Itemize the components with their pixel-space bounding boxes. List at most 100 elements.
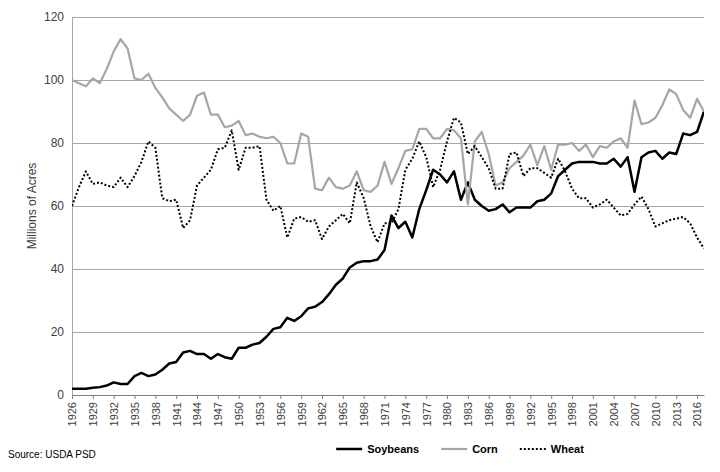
x-tick-mark — [322, 395, 323, 399]
x-tick: 1974 — [400, 395, 412, 426]
x-tick: 1932 — [108, 395, 120, 426]
chart-svg: 0204060801001201926192919321935193819411… — [0, 0, 720, 472]
source-note: Source: USDA PSD — [8, 449, 96, 460]
legend-label: Soybeans — [367, 443, 419, 455]
x-tick-label: 1941 — [171, 402, 183, 426]
x-tick-label: 2013 — [671, 402, 683, 426]
x-tick-mark — [364, 395, 365, 399]
x-tick: 2016 — [691, 395, 703, 426]
x-tick-label: 1959 — [296, 402, 308, 426]
legend-label: Wheat — [551, 443, 584, 455]
x-tick: 1989 — [504, 395, 516, 426]
x-tick-mark — [614, 395, 615, 399]
x-tick: 1986 — [483, 395, 495, 426]
x-tick-label: 1980 — [441, 402, 453, 426]
y-tick-label: 120 — [44, 10, 64, 24]
y-tick-label: 60 — [51, 199, 65, 213]
x-tick: 2004 — [608, 395, 620, 426]
y-tick-label: 40 — [51, 262, 65, 276]
x-tick: 1977 — [421, 395, 433, 426]
x-tick-mark — [510, 395, 511, 399]
x-tick: 1956 — [275, 395, 287, 426]
y-tick-label: 80 — [51, 136, 65, 150]
x-tick-mark — [343, 395, 344, 399]
x-tick-label: 1932 — [108, 402, 120, 426]
series-line — [72, 39, 704, 204]
y-tick-label: 20 — [51, 325, 65, 339]
x-tick-label: 1953 — [254, 402, 266, 426]
x-tick-mark — [655, 395, 656, 399]
x-tick-label: 1950 — [233, 402, 245, 426]
legend-item: Soybeans — [336, 443, 419, 455]
grid-line — [72, 17, 704, 18]
series-line — [72, 118, 704, 249]
x-tick: 1950 — [233, 395, 245, 426]
x-tick-label: 1998 — [566, 402, 578, 426]
x-tick-mark — [135, 395, 136, 399]
x-tick-label: 2007 — [629, 402, 641, 426]
x-tick-mark — [405, 395, 406, 399]
x-tick-mark — [447, 395, 448, 399]
x-tick: 2010 — [650, 395, 662, 426]
grid-line — [72, 206, 704, 207]
x-tick-label: 1968 — [358, 402, 370, 426]
x-tick-label: 1929 — [87, 402, 99, 426]
legend-swatch — [336, 448, 362, 451]
x-tick-mark — [635, 395, 636, 399]
x-tick: 1992 — [525, 395, 537, 426]
x-tick-mark — [530, 395, 531, 399]
x-tick-mark — [93, 395, 94, 399]
x-tick-mark — [197, 395, 198, 399]
grid-line — [72, 332, 704, 333]
series-line — [72, 112, 704, 389]
x-tick: 1935 — [129, 395, 141, 426]
legend-item: Corn — [441, 443, 498, 455]
x-tick-mark — [239, 395, 240, 399]
x-tick-label: 1962 — [316, 402, 328, 426]
y-tick: 100 — [44, 73, 72, 87]
y-tick: 60 — [51, 199, 72, 213]
x-tick-mark — [114, 395, 115, 399]
x-tick-mark — [572, 395, 573, 399]
x-tick-mark — [489, 395, 490, 399]
x-tick-mark — [280, 395, 281, 399]
x-tick: 1941 — [171, 395, 183, 426]
y-axis: 020406080100120 — [44, 10, 73, 402]
x-tick: 1926 — [66, 395, 78, 426]
x-tick-label: 2004 — [608, 402, 620, 426]
x-tick: 1947 — [212, 395, 224, 426]
grid-line — [72, 80, 704, 81]
x-tick-mark — [593, 395, 594, 399]
x-tick-label: 1983 — [462, 402, 474, 426]
x-tick-label: 1947 — [212, 402, 224, 426]
x-tick: 1944 — [191, 395, 203, 426]
x-tick: 1962 — [316, 395, 328, 426]
legend-item: Wheat — [520, 443, 584, 455]
y-tick-label: 100 — [44, 73, 64, 87]
x-tick-mark — [155, 395, 156, 399]
x-tick-label: 1986 — [483, 402, 495, 426]
x-tick-label: 1926 — [66, 402, 78, 426]
x-tick-label: 1935 — [129, 402, 141, 426]
plot-area — [72, 39, 704, 389]
y-tick: 20 — [51, 325, 72, 339]
x-tick-label: 2001 — [587, 402, 599, 426]
x-tick: 1980 — [441, 395, 453, 426]
y-axis-title: Millions of Acres — [25, 163, 39, 250]
x-tick-label: 1971 — [379, 402, 391, 426]
x-tick-mark — [468, 395, 469, 399]
grid — [72, 17, 704, 395]
x-tick-label: 1944 — [191, 402, 203, 426]
legend-swatch — [520, 448, 546, 450]
legend: Soybeans Corn Wheat — [336, 443, 584, 455]
x-tick-mark — [301, 395, 302, 399]
x-tick-mark — [551, 395, 552, 399]
x-tick: 1938 — [150, 395, 162, 426]
x-tick: 1998 — [566, 395, 578, 426]
x-tick-mark — [72, 395, 73, 399]
chart-container: 0204060801001201926192919321935193819411… — [0, 0, 720, 472]
x-tick: 1983 — [462, 395, 474, 426]
x-tick-mark — [676, 395, 677, 399]
x-tick-label: 1974 — [400, 402, 412, 426]
y-tick: 40 — [51, 262, 72, 276]
